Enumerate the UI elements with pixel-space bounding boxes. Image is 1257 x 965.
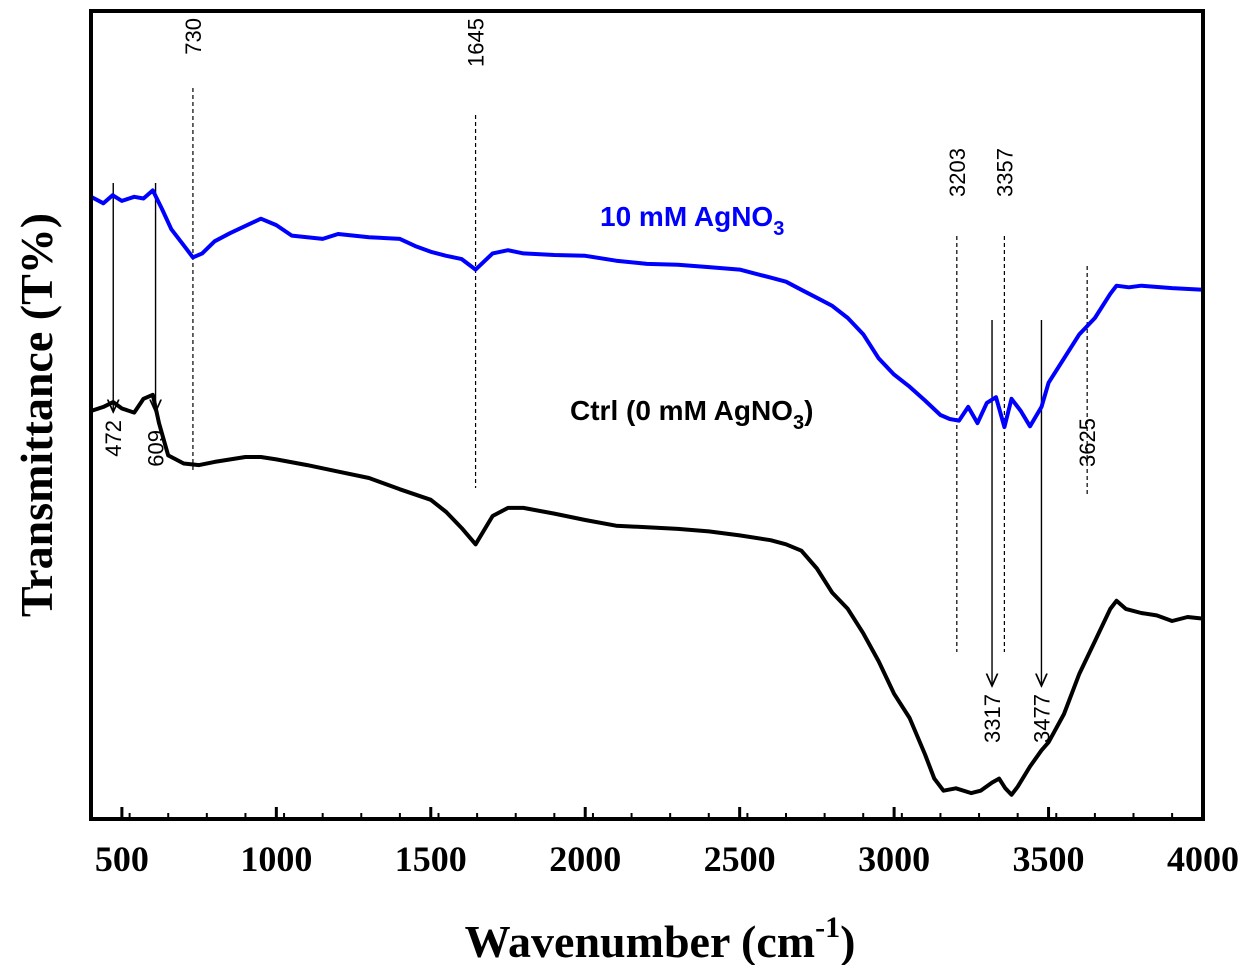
x-tick-label-1000: 1000 — [240, 839, 312, 879]
y-axis-title: Transmittance (T%) — [11, 213, 62, 617]
x-tick-label-500: 500 — [95, 839, 149, 879]
legend-label-agno3: 10 mM AgNO3 — [600, 201, 784, 240]
x-tick-label-3000: 3000 — [858, 839, 930, 879]
peak-label-472: 472 — [101, 420, 126, 457]
legend-label-ctrl: Ctrl (0 mM AgNO3) — [570, 395, 813, 434]
series-line-ctrl — [91, 392, 1203, 797]
peak-label-1645: 1645 — [464, 18, 489, 67]
peak-label-3477: 3477 — [1029, 694, 1054, 743]
peak-label-3357: 3357 — [992, 148, 1017, 197]
series-layer — [91, 188, 1203, 797]
x-tick-label-2500: 2500 — [704, 839, 776, 879]
peak-label-3203: 3203 — [945, 148, 970, 197]
x-axis-ticks: 500 1000 1500 2000 2500 3000 3500 4000 — [90, 807, 1239, 879]
plot-frame — [89, 9, 1205, 821]
x-tick-label-4000: 4000 — [1167, 839, 1239, 879]
peak-label-730: 730 — [181, 18, 206, 55]
x-tick-label-2000: 2000 — [549, 839, 621, 879]
x-axis-title: Wavenumber (cm-1) — [465, 911, 856, 965]
series-line-agno3 — [91, 188, 1203, 430]
x-tick-label-1500: 1500 — [395, 839, 467, 879]
peak-label-3625: 3625 — [1075, 418, 1100, 467]
x-tick-label-3500: 3500 — [1013, 839, 1085, 879]
peak-label-3317: 3317 — [980, 694, 1005, 743]
